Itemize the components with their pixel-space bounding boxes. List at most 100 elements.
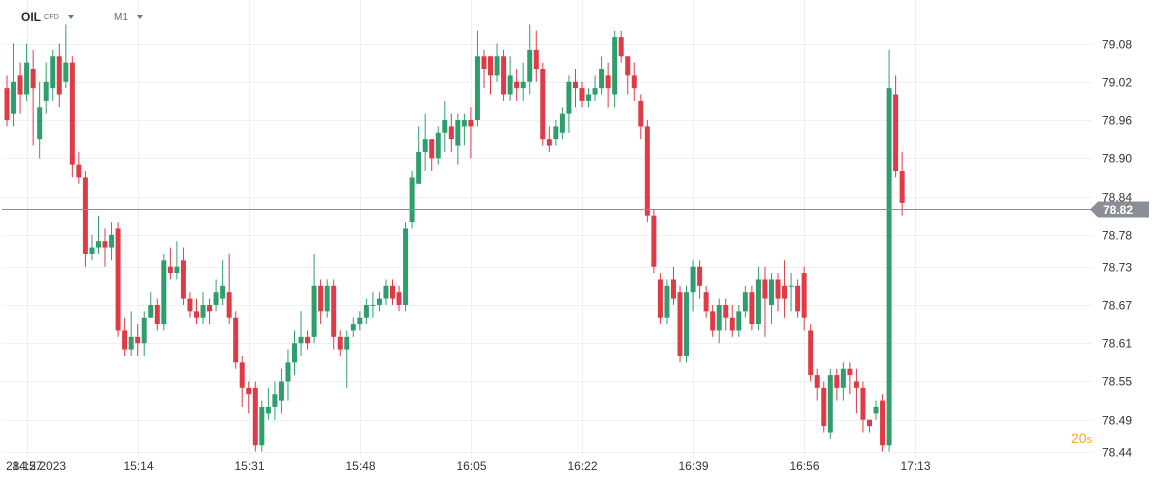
candle [187, 292, 193, 318]
candle [370, 292, 376, 318]
candle-body [762, 279, 768, 299]
candle [213, 279, 219, 312]
candle-body [246, 387, 252, 395]
candle-body [422, 139, 428, 152]
candle-body [782, 285, 788, 299]
candle-body [788, 285, 794, 287]
candle-body [586, 94, 592, 101]
candle-body [89, 247, 95, 254]
candle-body [357, 317, 363, 325]
candle [115, 222, 121, 337]
candle-body [318, 285, 324, 312]
candle-body [880, 400, 886, 446]
candle [50, 49, 56, 101]
timeframe-dropdown-chevron-down-icon[interactable] [136, 15, 143, 19]
candle [278, 368, 284, 414]
x-date-label: 28.12.2023 [6, 459, 66, 473]
candle-body [631, 75, 637, 89]
candle [122, 317, 128, 356]
candle [494, 43, 500, 82]
candle [488, 56, 494, 95]
candle [474, 30, 480, 127]
candle [880, 394, 886, 452]
x-tick-label: 16:22 [567, 459, 597, 473]
candle-body [383, 285, 389, 299]
candle [840, 362, 846, 401]
candle [24, 43, 30, 101]
timeframe-selector[interactable]: M1 [114, 11, 128, 23]
candle [827, 368, 833, 439]
candle-body [546, 139, 552, 146]
candle-body [723, 304, 729, 318]
candle-body [11, 81, 17, 114]
x-tick-label: 17:13 [900, 459, 930, 473]
candle [455, 113, 461, 165]
candle [272, 381, 278, 420]
candle [834, 368, 840, 401]
y-tick-label: 78.73 [1102, 261, 1132, 275]
candle [520, 62, 526, 101]
candle-body [690, 266, 696, 293]
y-tick-label: 78.44 [1102, 446, 1132, 460]
candle-body [657, 279, 663, 318]
candle [135, 324, 141, 356]
candle-body [664, 285, 670, 318]
symbol-dropdown-chevron-down-icon[interactable] [68, 15, 74, 19]
candle-body [481, 56, 487, 70]
candle [76, 151, 82, 184]
candle [690, 260, 696, 312]
candle [180, 247, 186, 305]
candle [592, 75, 598, 101]
candle [481, 49, 487, 89]
candle [697, 260, 703, 299]
candle [631, 62, 637, 101]
candle [435, 126, 441, 165]
candle-body [527, 49, 533, 82]
candle-body [213, 292, 219, 305]
candle-body [429, 139, 435, 159]
candle-body [468, 120, 474, 127]
candle [109, 222, 115, 261]
candle [442, 100, 448, 152]
candle [357, 311, 363, 331]
candle-body [109, 234, 115, 248]
candle [559, 107, 565, 140]
candle [546, 126, 552, 152]
candle-body [814, 375, 820, 388]
candle-body [363, 304, 369, 318]
y-tick-label: 78.84 [1102, 191, 1132, 205]
candle [193, 298, 199, 325]
candle [664, 279, 670, 325]
candle-body [579, 88, 585, 101]
candle [788, 273, 794, 312]
candle-body [899, 171, 905, 203]
candle-body [435, 132, 441, 159]
candle-body [239, 362, 245, 388]
candle-body [122, 330, 128, 350]
candle [572, 69, 578, 108]
candle-body [305, 336, 311, 344]
candle-body [494, 56, 500, 76]
candle [4, 75, 10, 127]
candle-body [376, 298, 382, 305]
candle-body [795, 285, 801, 312]
symbol-label[interactable]: OIL [21, 10, 41, 24]
candle-body [893, 94, 899, 172]
candle-body [520, 81, 526, 89]
candle [684, 285, 690, 363]
candle [363, 298, 369, 325]
y-tick-label: 78.90 [1102, 152, 1132, 166]
candle [566, 75, 572, 133]
candle [814, 368, 820, 401]
candle-body [742, 292, 748, 312]
candle [847, 362, 853, 395]
candle [448, 113, 454, 152]
candle-body [285, 362, 291, 382]
candle [801, 266, 807, 331]
candle [625, 56, 631, 95]
candle [43, 62, 49, 114]
candle [860, 381, 866, 433]
candle-body [102, 241, 108, 248]
candle-body [174, 266, 180, 274]
candle-body [670, 279, 676, 299]
